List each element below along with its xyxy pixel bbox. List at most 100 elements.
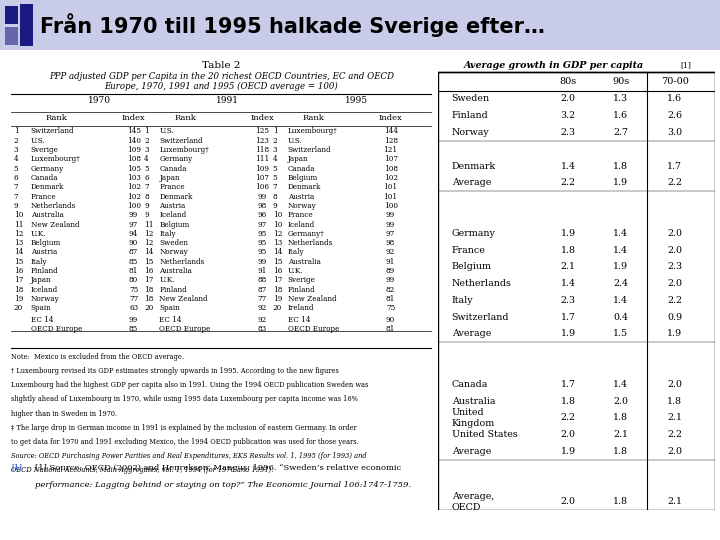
- Text: 1995: 1995: [345, 96, 368, 105]
- Text: 1.4: 1.4: [613, 229, 629, 238]
- Text: Source: OECD Purchasing Power Parities and Real Expenditures, EKS Results vol. 1: Source: OECD Purchasing Power Parities a…: [12, 452, 367, 460]
- Text: 118: 118: [255, 146, 269, 154]
- Text: Sverige: Sverige: [288, 276, 315, 285]
- Text: 1.9: 1.9: [613, 178, 629, 187]
- Text: 105: 105: [127, 165, 140, 173]
- Text: 6: 6: [144, 174, 149, 182]
- Text: France: France: [451, 246, 485, 254]
- Text: 17: 17: [144, 276, 153, 285]
- Text: 87: 87: [258, 286, 266, 294]
- Text: Europe, 1970, 1991 and 1995 (OECD average = 100): Europe, 1970, 1991 and 1995 (OECD averag…: [104, 82, 338, 91]
- Text: EC 14: EC 14: [159, 315, 181, 323]
- Text: 4: 4: [144, 156, 149, 163]
- Text: 2.0: 2.0: [667, 229, 683, 238]
- Text: 9: 9: [144, 211, 149, 219]
- Text: Canada: Canada: [31, 174, 58, 182]
- Text: 1.4: 1.4: [613, 246, 629, 254]
- Text: Note:  Mexico is excluded from the OECD average.: Note: Mexico is excluded from the OECD a…: [12, 353, 184, 361]
- Text: 91: 91: [258, 267, 267, 275]
- Text: 11: 11: [144, 220, 154, 228]
- Text: 99: 99: [386, 211, 395, 219]
- Text: 140: 140: [127, 137, 140, 145]
- Text: Germany: Germany: [159, 156, 192, 163]
- Text: 3.0: 3.0: [667, 128, 683, 137]
- Text: 6: 6: [14, 174, 18, 182]
- Text: U.K.: U.K.: [159, 276, 175, 285]
- Text: OECD National Accounts, Main Aggregates, vol. 1, 1994 (for 1970 and 1991).: OECD National Accounts, Main Aggregates,…: [12, 466, 274, 474]
- Text: 18: 18: [144, 295, 153, 303]
- Text: 97: 97: [129, 220, 138, 228]
- Text: 1.8: 1.8: [613, 497, 629, 507]
- Text: 125: 125: [255, 127, 269, 136]
- Text: 19: 19: [273, 295, 282, 303]
- Text: 77: 77: [258, 295, 266, 303]
- Text: Norway: Norway: [31, 295, 60, 303]
- Text: 99: 99: [258, 193, 266, 200]
- Text: 12: 12: [144, 230, 153, 238]
- Text: Switzerland: Switzerland: [451, 313, 509, 322]
- Text: Norway: Norway: [159, 248, 188, 256]
- Text: 13: 13: [14, 239, 23, 247]
- Text: 82: 82: [386, 286, 395, 294]
- Text: Norway: Norway: [288, 202, 317, 210]
- Text: U.S.: U.S.: [159, 127, 174, 136]
- Text: 5: 5: [14, 165, 18, 173]
- Text: 2.0: 2.0: [561, 94, 575, 103]
- Text: 7: 7: [144, 183, 149, 191]
- Text: 90s: 90s: [612, 77, 629, 86]
- Text: 81: 81: [386, 295, 395, 303]
- Text: 1.8: 1.8: [667, 397, 683, 406]
- Text: 87: 87: [129, 248, 138, 256]
- Text: Table 2: Table 2: [202, 60, 240, 70]
- Text: 100: 100: [384, 202, 397, 210]
- Text: U.S.: U.S.: [288, 137, 302, 145]
- Text: Italy: Italy: [159, 230, 176, 238]
- Text: 92: 92: [258, 315, 266, 323]
- Text: OECD Europe: OECD Europe: [31, 325, 82, 333]
- Text: 2.3: 2.3: [560, 296, 575, 305]
- Text: 13: 13: [273, 239, 282, 247]
- Text: 2.0: 2.0: [561, 430, 575, 439]
- Text: U.K.: U.K.: [31, 230, 46, 238]
- Text: New Zealand: New Zealand: [31, 220, 79, 228]
- Text: 1.7: 1.7: [667, 161, 683, 171]
- Text: † Luxembourg revised its GDP estimates strongly upwards in 1995. According to th: † Luxembourg revised its GDP estimates s…: [12, 367, 339, 375]
- Text: Italy: Italy: [451, 296, 473, 305]
- Text: 9: 9: [144, 202, 149, 210]
- Text: Average,
OECD: Average, OECD: [451, 492, 494, 511]
- Text: Luxembourg†: Luxembourg†: [31, 156, 81, 163]
- Text: Denmark: Denmark: [159, 193, 193, 200]
- Text: 1970: 1970: [88, 96, 111, 105]
- Text: Canada: Canada: [288, 165, 315, 173]
- Text: 1.8: 1.8: [613, 447, 629, 456]
- Text: 1.8: 1.8: [561, 397, 575, 406]
- Bar: [5, 6, 18, 24]
- Text: 5: 5: [273, 174, 277, 182]
- Text: Ireland: Ireland: [288, 305, 315, 312]
- Text: 14: 14: [144, 248, 153, 256]
- Text: 88: 88: [258, 276, 266, 285]
- Bar: [20, 4, 33, 46]
- Text: 1: 1: [14, 127, 19, 136]
- Text: Finland: Finland: [31, 267, 58, 275]
- Text: Denmark: Denmark: [288, 183, 321, 191]
- Text: 2.3: 2.3: [667, 262, 683, 271]
- Text: 121: 121: [384, 146, 397, 154]
- Text: 2.0: 2.0: [667, 246, 683, 254]
- Text: 106: 106: [255, 183, 269, 191]
- Text: 18: 18: [14, 286, 23, 294]
- Text: Average: Average: [451, 178, 491, 187]
- Text: 1.6: 1.6: [667, 94, 683, 103]
- Text: 2.3: 2.3: [560, 128, 575, 137]
- Text: 95: 95: [258, 239, 266, 247]
- Text: Denmark: Denmark: [451, 161, 496, 171]
- Text: 144: 144: [384, 127, 397, 136]
- Text: 107: 107: [255, 174, 269, 182]
- Text: to get data for 1970 and 1991 excluding Mexico, the 1994 OECD publication was us: to get data for 1970 and 1991 excluding …: [12, 438, 359, 446]
- Text: 12: 12: [144, 239, 153, 247]
- Text: 2.0: 2.0: [667, 279, 683, 288]
- Text: 99: 99: [129, 211, 138, 219]
- Text: 1.6: 1.6: [613, 111, 629, 120]
- Text: 2.0: 2.0: [613, 397, 629, 406]
- Text: 97: 97: [258, 220, 266, 228]
